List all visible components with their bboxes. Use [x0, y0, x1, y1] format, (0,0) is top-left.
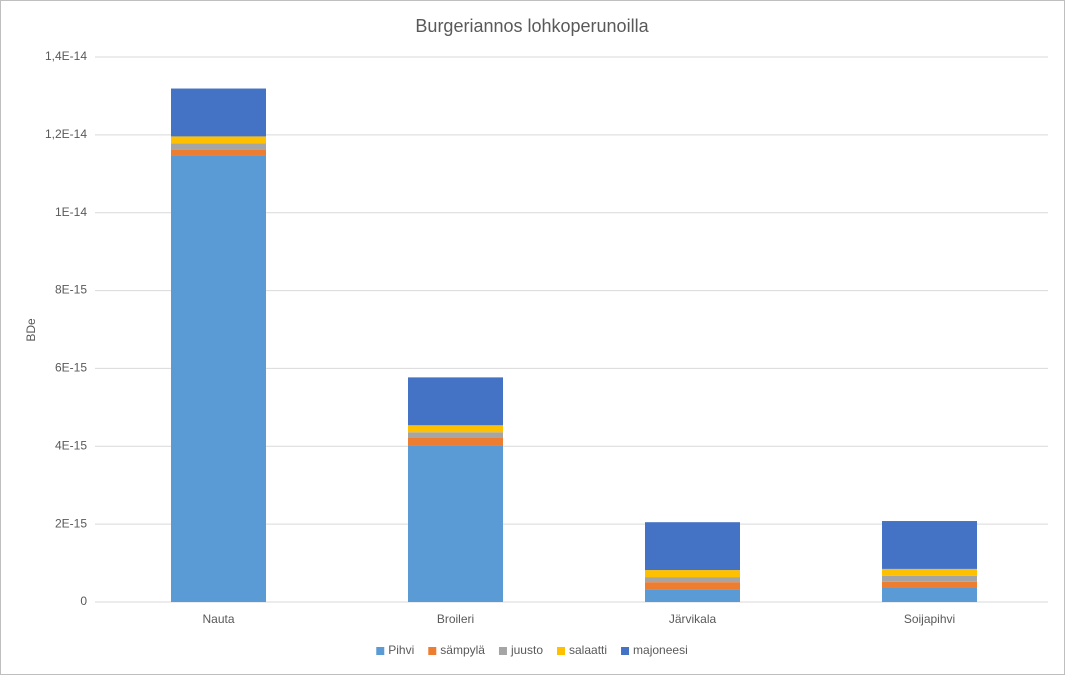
legend-marker: [557, 647, 565, 655]
bar-segment: [171, 155, 266, 602]
y-tick-label: 1,4E-14: [45, 49, 87, 63]
bar-segment: [882, 568, 977, 576]
legend-label: juusto: [510, 643, 543, 657]
legend-marker: [428, 647, 437, 655]
bar-segment: [408, 425, 503, 433]
chart-title: Burgeriannos lohkoperunoilla: [415, 16, 649, 36]
bar-segment: [171, 143, 266, 150]
y-tick-label: 1,2E-14: [45, 127, 87, 141]
bar-segment: [408, 377, 503, 426]
bar-segment: [408, 437, 503, 446]
legend-marker: [498, 647, 507, 655]
y-tick-label: 1E-14: [55, 205, 87, 219]
bar-segment: [645, 589, 740, 602]
legend-label: majoneesi: [633, 643, 688, 657]
bar-segment: [408, 432, 503, 438]
bar-segment: [645, 522, 740, 571]
legend-label: sämpylä: [440, 643, 485, 657]
bar-segment: [882, 587, 977, 602]
legend-label: Pihvi: [388, 643, 414, 657]
bar-segment: [645, 577, 740, 583]
x-tick-label: Broileri: [437, 612, 474, 626]
y-axis-label: BDe: [24, 318, 38, 342]
legend-marker: [376, 647, 385, 655]
y-tick-label: 0: [80, 594, 87, 608]
bar-segment: [171, 88, 266, 137]
legend-label: salaatti: [569, 643, 607, 657]
y-tick-label: 4E-15: [55, 438, 87, 452]
bar-segment: [408, 445, 503, 602]
x-tick-label: Soijapihvi: [904, 612, 955, 626]
bar-segment: [171, 136, 266, 144]
bar-segment: [645, 570, 740, 578]
bar-segment: [882, 521, 977, 569]
bar-segment: [882, 575, 977, 582]
bar-segment: [882, 581, 977, 588]
y-tick-label: 8E-15: [55, 283, 87, 297]
y-tick-label: 2E-15: [55, 516, 87, 530]
x-tick-label: Nauta: [202, 612, 234, 626]
legend-marker: [621, 647, 630, 655]
x-tick-label: Järvikala: [669, 612, 717, 626]
y-tick-label: 6E-15: [55, 361, 87, 375]
bar-segment: [645, 582, 740, 590]
bar-segment: [171, 149, 266, 156]
